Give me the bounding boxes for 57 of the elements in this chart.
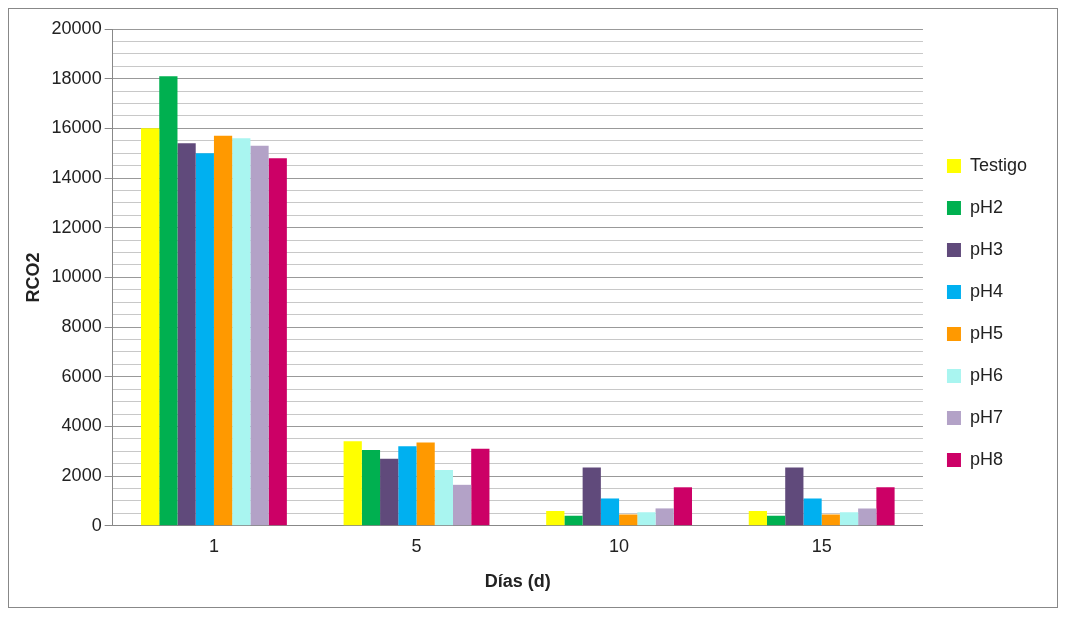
bar (380, 458, 399, 526)
y-tick-label: 12000 (51, 216, 102, 237)
bar (177, 143, 196, 526)
bar (655, 508, 674, 526)
bar (361, 450, 381, 526)
legend-label: pH2 (969, 196, 1003, 217)
y-tick-label: 4000 (61, 415, 102, 436)
y-tick-label: 20000 (51, 17, 102, 38)
bar (673, 487, 693, 526)
y-tick-label: 14000 (51, 167, 102, 188)
bar (858, 508, 877, 526)
y-tick-label: 18000 (51, 67, 102, 88)
bar (195, 153, 214, 526)
bar (821, 514, 840, 526)
y-tick-label: 10000 (51, 266, 102, 287)
y-axis-title: RCO2 (22, 252, 43, 303)
bar (343, 441, 362, 526)
bar (232, 138, 251, 526)
legend-label: Testigo (969, 154, 1028, 175)
bar (839, 512, 859, 526)
bar (250, 145, 269, 526)
bar (213, 135, 233, 526)
bar (785, 467, 804, 526)
bar (268, 158, 287, 526)
bar (766, 515, 786, 526)
x-tick-label: 1 (208, 535, 219, 556)
bar (434, 469, 453, 526)
bar (748, 510, 767, 526)
y-tick-label: 16000 (51, 117, 102, 138)
legend-label: pH6 (969, 364, 1003, 385)
bar (803, 498, 822, 526)
x-tick-label: 15 (811, 535, 832, 556)
y-tick-label: 0 (91, 514, 102, 535)
x-axis-title: Días (d) (484, 571, 551, 592)
bar (398, 446, 417, 526)
bar (876, 487, 895, 526)
x-tick-label: 10 (609, 535, 630, 556)
legend-label: pH4 (969, 280, 1003, 301)
bar (582, 467, 601, 526)
bar (619, 514, 638, 526)
bar (546, 510, 565, 526)
bar (141, 128, 160, 526)
legend-label: pH8 (969, 448, 1003, 469)
y-tick-label: 6000 (61, 365, 102, 386)
legend-label: pH3 (969, 238, 1003, 259)
bar (564, 515, 583, 526)
legend-label: pH5 (969, 322, 1003, 343)
y-tick-label: 8000 (61, 316, 102, 337)
bar (452, 484, 472, 526)
bar (600, 498, 620, 526)
x-tick-label: 5 (411, 535, 422, 556)
bar (159, 76, 178, 526)
bar (471, 448, 490, 526)
y-tick-label: 2000 (61, 465, 102, 486)
legend-label: pH7 (969, 406, 1003, 427)
bar (416, 442, 435, 526)
bar (637, 512, 656, 526)
